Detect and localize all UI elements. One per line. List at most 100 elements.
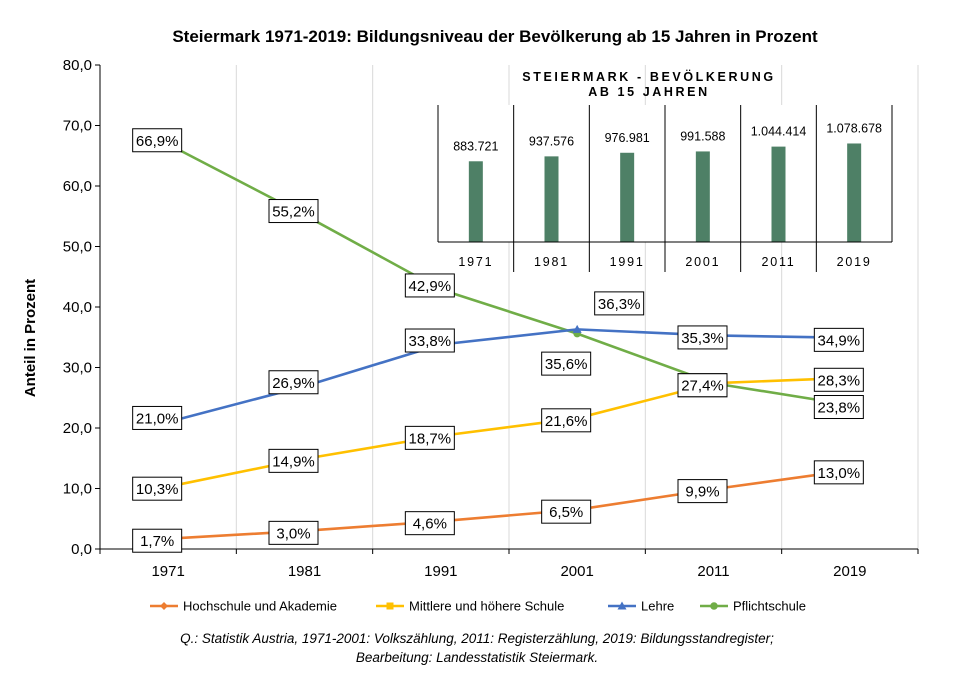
data-label: 27,4%: [681, 378, 724, 395]
data-label-box: [813, 367, 864, 392]
data-label-box: [541, 499, 592, 524]
inset-category-label: 2001: [685, 255, 720, 269]
inset-bar: [544, 156, 559, 242]
data-label: 42,9%: [409, 278, 452, 295]
data-label: 18,7%: [409, 430, 452, 447]
legend: Hochschule und Akademie Mittlere und höhe…: [150, 599, 806, 614]
inset-bar: [847, 143, 862, 242]
inset-bar-label: 937.576: [529, 134, 574, 148]
source-note-line-2: Bearbeitung: Landesstatistik Steiermark.: [356, 650, 598, 665]
data-label: 1,7%: [140, 533, 174, 550]
data-label-box: [404, 425, 455, 450]
data-label-box: [268, 370, 319, 395]
y-axis-label: Anteil in Prozent: [22, 279, 39, 397]
data-label-box: [268, 448, 319, 473]
data-label: 28,3%: [818, 372, 861, 389]
inset-bar: [695, 151, 710, 242]
data-label-box: [268, 520, 319, 545]
inset-bar: [771, 146, 786, 242]
data-label: 55,2%: [272, 204, 315, 221]
y-tick-label: 60,0: [63, 178, 92, 195]
inset-bar-chart: STEIERMARK - BEVÖLKERUNG AB 15 JAHREN 88…: [437, 69, 893, 272]
y-tick-label: 30,0: [63, 360, 92, 377]
y-tick-label: 80,0: [63, 57, 92, 74]
data-label: 36,3%: [598, 296, 641, 313]
data-label: 4,6%: [413, 516, 447, 533]
data-label-box: [404, 273, 455, 298]
y-tick-label: 10,0: [63, 481, 92, 498]
data-label: 3,0%: [276, 525, 310, 542]
data-label-box: [677, 373, 728, 398]
x-tick-label: 2001: [560, 563, 593, 580]
data-label-box: [132, 528, 183, 553]
inset-bar-label: 883.721: [453, 139, 498, 153]
legend-label: Hochschule und Akademie: [183, 599, 337, 614]
data-label: 34,9%: [818, 332, 861, 349]
chart-title: Steiermark 1971-2019: Bildungsniveau der…: [172, 27, 818, 46]
data-label-box: [677, 479, 728, 504]
data-label-box: [541, 351, 592, 376]
data-label: 35,3%: [681, 330, 724, 347]
data-label: 26,9%: [272, 375, 315, 392]
data-label-box: [132, 476, 183, 501]
data-label-box: [132, 128, 183, 153]
inset-bar-label: 1.078.678: [826, 121, 882, 135]
inset-bar: [468, 161, 483, 242]
series-marker: [617, 601, 627, 610]
inset-title-line-1: STEIERMARK - BEVÖLKERUNG: [522, 69, 775, 84]
data-label-box: [677, 325, 728, 350]
inset-bar-label: 1.044.414: [751, 125, 807, 139]
data-label: 6,5%: [549, 504, 583, 521]
series-marker: [160, 602, 168, 610]
source-note-line-1: Q.: Statistik Austria, 1971-2001: Volksz…: [180, 631, 774, 646]
data-label-box: [404, 328, 455, 353]
x-tick-label: 1991: [424, 563, 457, 580]
data-label-box: [594, 291, 645, 316]
data-labels: 1,7% 3,0% 4,6% 6,5% 9,9% 13,0% 10,3% 14,9% 18,7%…: [132, 128, 864, 553]
x-tick-label: 2019: [833, 563, 866, 580]
data-label: 35,6%: [545, 356, 588, 373]
legend-label: Lehre: [641, 599, 674, 614]
inset-title-line-2: AB 15 JAHREN: [588, 85, 710, 99]
inset-bar: [620, 152, 635, 242]
y-tick-label: 50,0: [63, 239, 92, 256]
x-tick-label: 1971: [151, 563, 184, 580]
y-tick-label: 40,0: [63, 299, 92, 316]
data-label-box: [813, 460, 864, 485]
data-label: 14,9%: [272, 453, 315, 470]
inset-category-label: 2011: [761, 255, 795, 269]
y-tick-label: 70,0: [63, 118, 92, 135]
data-label: 10,3%: [136, 481, 179, 498]
data-label-box: [268, 199, 319, 224]
legend-label: Mittlere und höhere Schule: [409, 599, 564, 614]
x-tick-label: 2011: [697, 563, 729, 580]
x-tick-label: 1981: [288, 563, 321, 580]
data-label: 66,9%: [136, 133, 179, 150]
data-label-box: [813, 327, 864, 352]
data-label-box: [404, 511, 455, 536]
series-marker: [572, 324, 582, 333]
y-tick-label: 0,0: [71, 541, 92, 558]
data-label-box: [813, 395, 864, 420]
inset-category-label: 1991: [610, 255, 645, 269]
inset-category-label: 1971: [458, 255, 493, 269]
data-label: 33,8%: [409, 333, 452, 350]
inset-bar-label: 991.588: [680, 129, 725, 143]
y-tick-label: 20,0: [63, 420, 92, 437]
series-marker: [710, 602, 718, 610]
data-label: 9,9%: [685, 484, 719, 501]
data-label: 23,8%: [818, 400, 861, 417]
inset-category-label: 2019: [837, 255, 872, 269]
data-label-box: [132, 405, 183, 430]
inset-category-label: 1981: [534, 255, 569, 269]
legend-label: Pflichtschule: [733, 599, 806, 614]
data-label: 21,6%: [545, 413, 588, 430]
inset-bar-label: 976.981: [605, 131, 650, 145]
series-marker: [386, 602, 394, 610]
data-label: 21,0%: [136, 410, 179, 427]
data-label-box: [541, 408, 592, 433]
data-label: 13,0%: [818, 465, 861, 482]
